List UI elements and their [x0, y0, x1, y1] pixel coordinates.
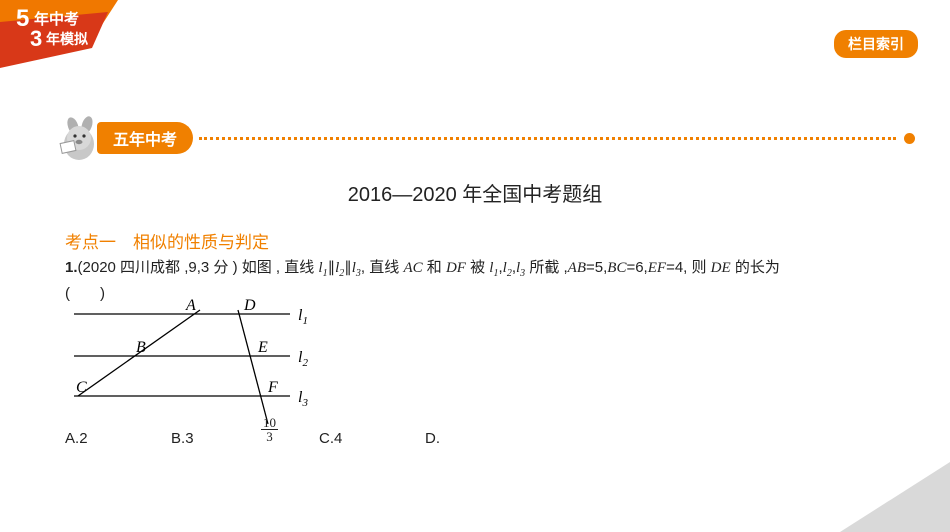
label-D: D	[243, 297, 256, 314]
option-D[interactable]: D.	[425, 430, 440, 447]
badge-3: 3	[30, 26, 42, 51]
label-C: C	[76, 379, 87, 396]
option-C[interactable]: C.4	[319, 430, 342, 447]
question-number: 1.	[65, 259, 78, 276]
label-A: A	[185, 297, 196, 314]
option-A[interactable]: A.2	[65, 430, 88, 447]
label-E: E	[257, 339, 268, 356]
line-DF	[238, 310, 268, 424]
section-dot-end	[904, 133, 915, 144]
series-badge: 5 年中考 3 年模拟	[0, 0, 130, 80]
badge-line2: 年模拟	[46, 31, 88, 47]
section-dotted-line	[199, 137, 896, 140]
exam-point-heading: 考点一 相似的性质与判定	[65, 228, 269, 253]
page-title: 2016—2020 年全国中考题组	[0, 178, 950, 207]
column-index-pill[interactable]: 栏目索引	[834, 30, 918, 58]
section-header: 五年中考	[55, 112, 915, 164]
label-F: F	[267, 379, 278, 396]
section-label-pill: 五年中考	[97, 122, 193, 154]
mascot-icon	[55, 112, 101, 164]
badge-5: 5	[16, 5, 29, 32]
option-B[interactable]: B.3	[171, 430, 194, 447]
geometry-figure: A D B E C F l1 l2 l3	[68, 296, 328, 431]
label-l3: l3	[298, 389, 308, 409]
label-l1: l1	[298, 307, 308, 327]
fraction-10-3: 10 3	[261, 416, 278, 443]
page-corner-fold	[840, 462, 950, 532]
label-l2: l2	[298, 349, 308, 369]
label-B: B	[136, 339, 146, 356]
